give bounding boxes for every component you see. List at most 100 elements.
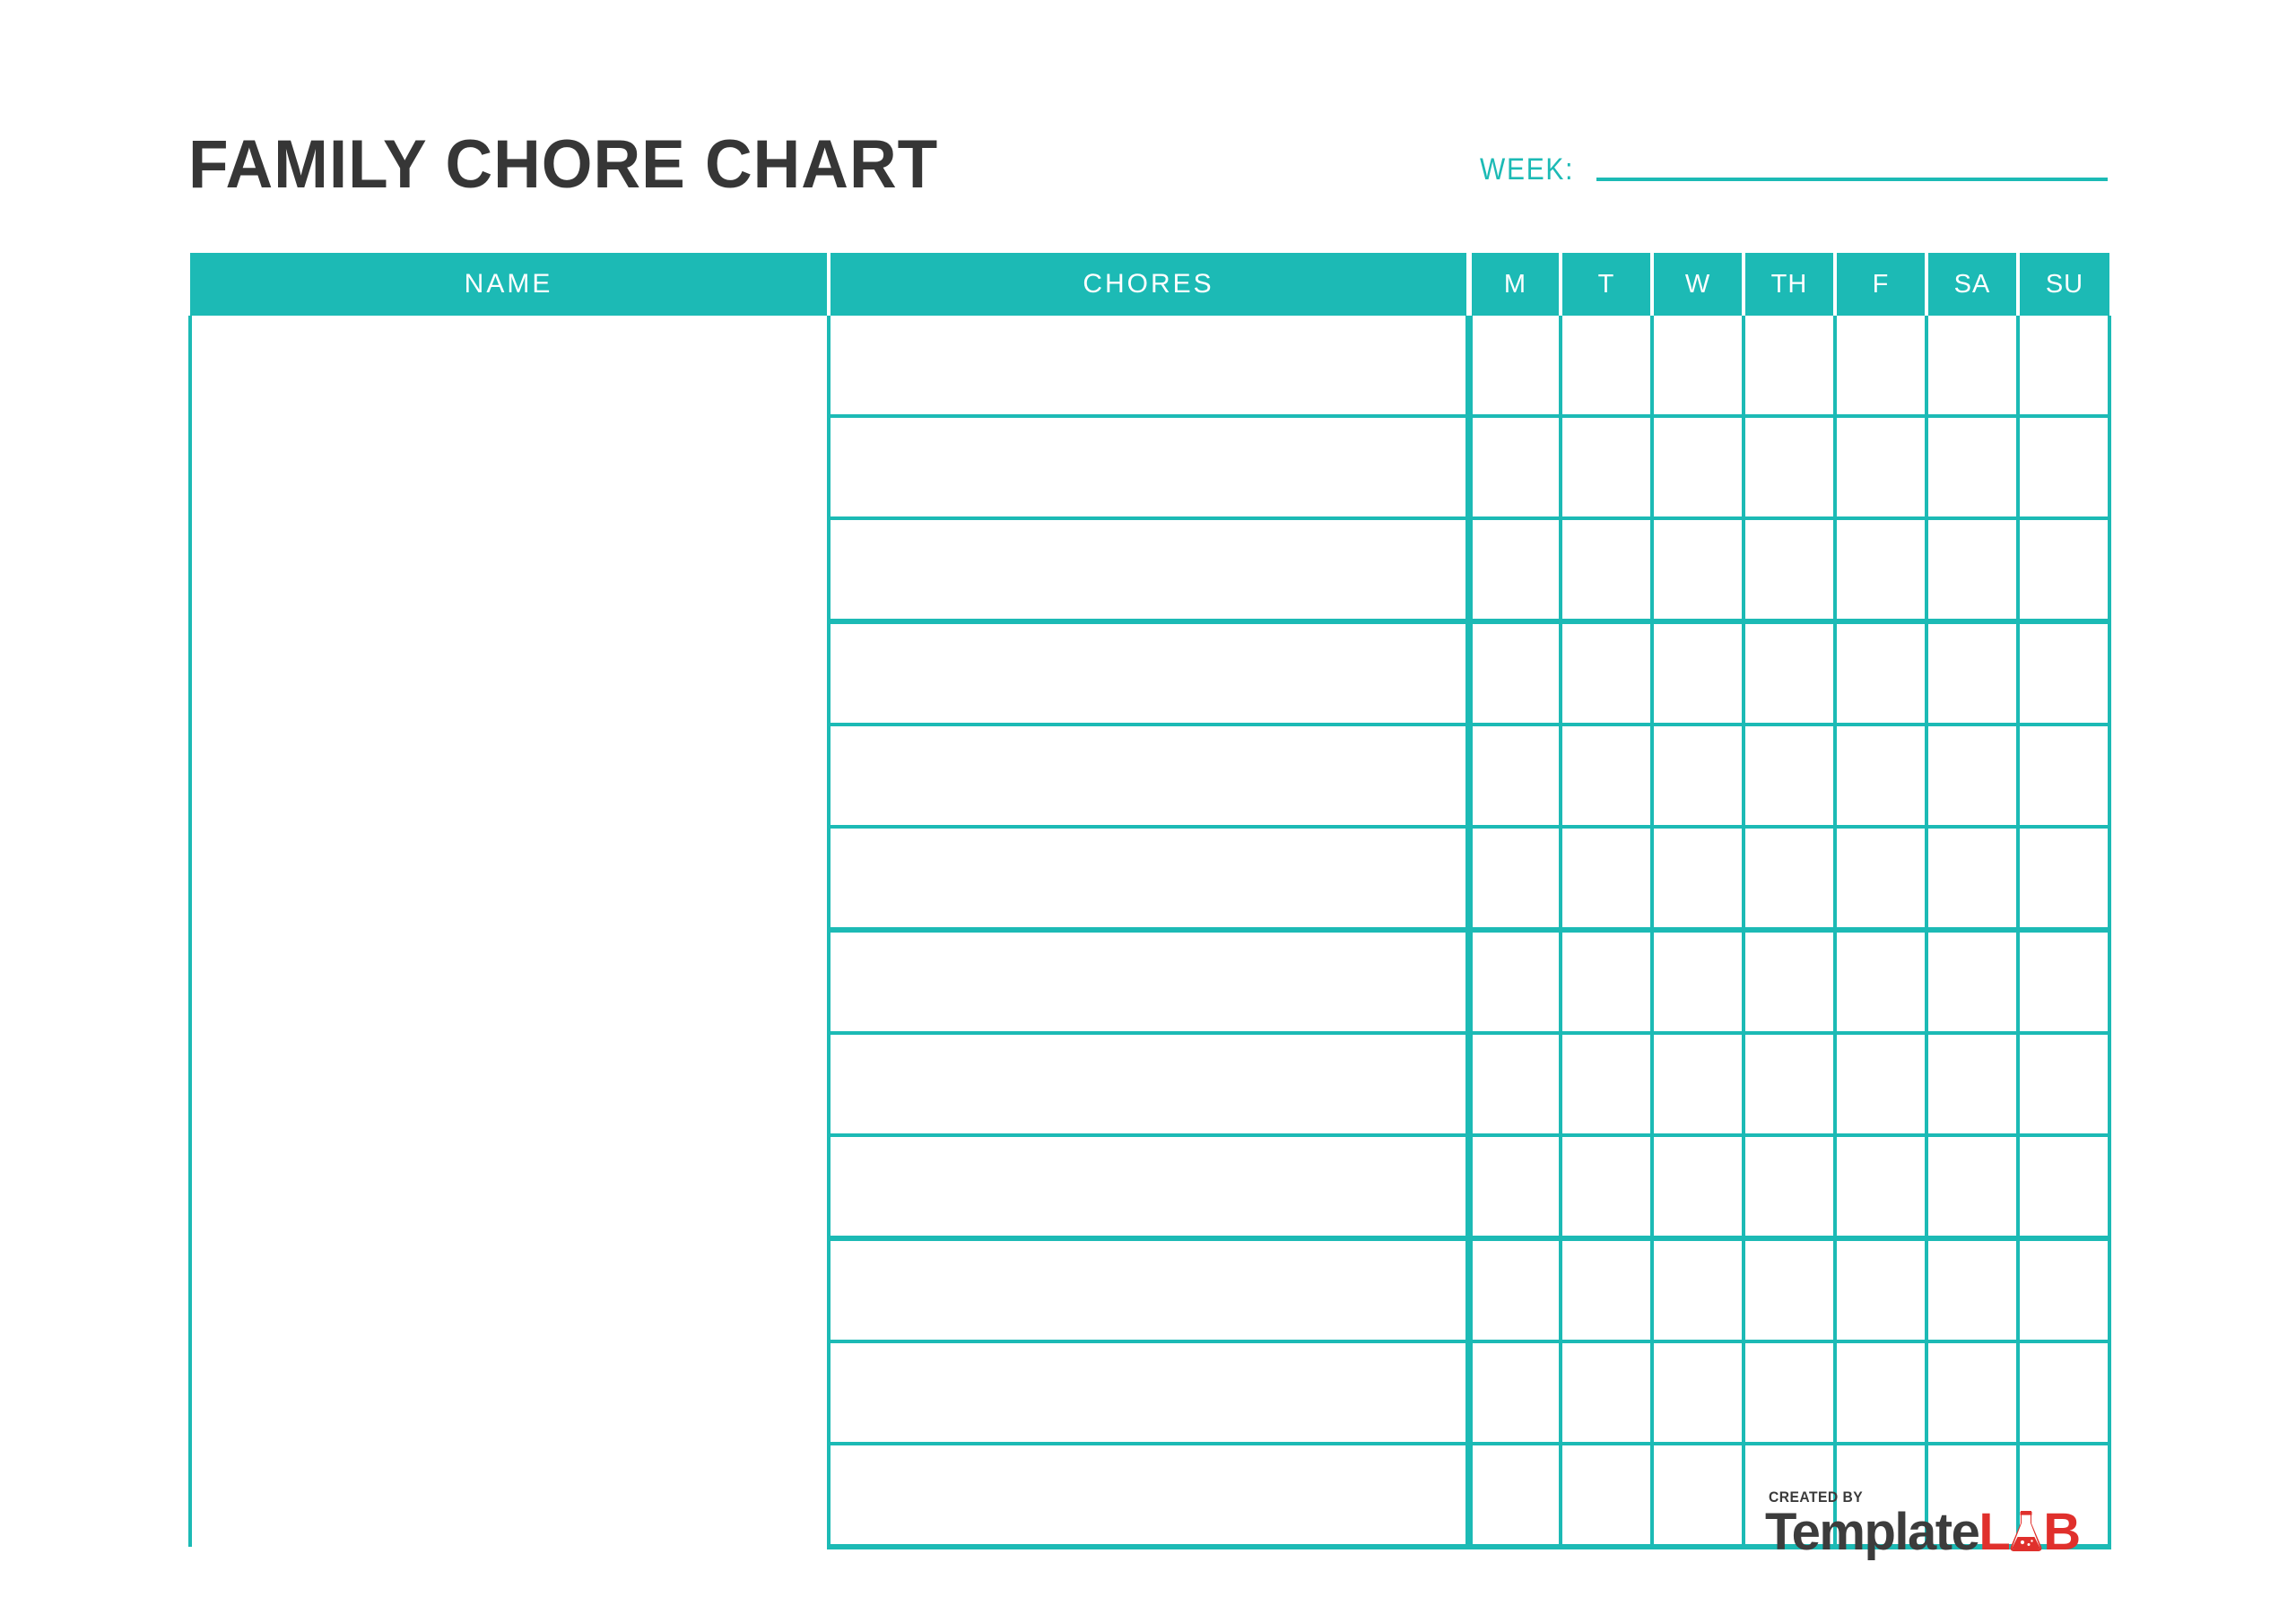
day-check-cell-w[interactable] [1652,1135,1745,1241]
chore-input-cell[interactable] [829,416,1473,520]
day-check-cell-w[interactable] [1652,416,1745,520]
day-check-cell-w[interactable] [1652,518,1745,624]
chore-input-cell[interactable] [829,1033,1473,1137]
day-check-cell-m[interactable] [1469,1444,1562,1549]
day-check-cell-t[interactable] [1561,930,1654,1035]
day-check-cell-su[interactable] [2018,1444,2111,1549]
chore-input-cell[interactable] [829,1341,1473,1445]
day-check-cell-t[interactable] [1561,416,1654,520]
day-check-cell-t[interactable] [1561,316,1654,418]
day-check-cell-m[interactable] [1469,1135,1562,1241]
name-input-cell[interactable] [188,1238,831,1547]
chore-input-cell[interactable] [829,1135,1473,1241]
day-check-cell-f[interactable] [1835,621,1928,726]
day-check-cell-th[interactable] [1744,827,1837,933]
day-check-cell-f[interactable] [1835,416,1928,520]
day-check-cell-th[interactable] [1744,1135,1837,1241]
day-check-cell-m[interactable] [1469,1033,1562,1137]
chore-input-cell[interactable] [829,316,1473,418]
chore-input-cell[interactable] [829,518,1473,624]
chore-input-cell[interactable] [829,1444,1473,1549]
day-check-cell-w[interactable] [1652,1033,1745,1137]
day-check-cell-th[interactable] [1744,416,1837,520]
day-check-cell-w[interactable] [1652,621,1745,726]
day-check-cell-f[interactable] [1835,518,1928,624]
day-check-cell-t[interactable] [1561,1135,1654,1241]
day-check-cell-m[interactable] [1469,827,1562,933]
day-check-cell-m[interactable] [1469,416,1562,520]
week-input-line[interactable] [1596,178,2108,181]
day-check-cell-su[interactable] [2018,416,2111,520]
day-check-cell-su[interactable] [2018,1135,2111,1241]
day-check-cell-m[interactable] [1469,725,1562,829]
day-check-cell-sa[interactable] [1926,518,2020,624]
day-check-cell-th[interactable] [1744,621,1837,726]
day-check-cell-f[interactable] [1835,930,1928,1035]
day-check-cell-su[interactable] [2018,1033,2111,1137]
chore-input-cell[interactable] [829,725,1473,829]
day-check-cell-f[interactable] [1835,1341,1928,1445]
day-check-cell-t[interactable] [1561,1444,1654,1549]
day-check-cell-f[interactable] [1835,1033,1928,1137]
day-check-cell-su[interactable] [2018,1238,2111,1343]
day-check-cell-sa[interactable] [1926,827,2020,933]
day-check-cell-t[interactable] [1561,827,1654,933]
name-input-cell[interactable] [188,930,831,1238]
day-check-cell-w[interactable] [1652,1444,1745,1549]
day-check-cell-th[interactable] [1744,1341,1837,1445]
day-check-cell-m[interactable] [1469,621,1562,726]
day-check-cell-sa[interactable] [1926,316,2020,418]
day-check-cell-t[interactable] [1561,621,1654,726]
day-check-cell-th[interactable] [1744,316,1837,418]
day-check-cell-w[interactable] [1652,827,1745,933]
name-input-cell[interactable] [188,316,831,621]
day-check-cell-w[interactable] [1652,725,1745,829]
day-check-cell-f[interactable] [1835,827,1928,933]
day-check-cell-w[interactable] [1652,930,1745,1035]
day-check-cell-t[interactable] [1561,1033,1654,1137]
chore-input-cell[interactable] [829,1238,1473,1343]
day-check-cell-f[interactable] [1835,1135,1928,1241]
day-check-cell-th[interactable] [1744,1238,1837,1343]
day-check-cell-m[interactable] [1469,930,1562,1035]
day-check-cell-m[interactable] [1469,1341,1562,1445]
day-check-cell-th[interactable] [1744,725,1837,829]
chore-input-cell[interactable] [829,621,1473,726]
day-check-cell-su[interactable] [2018,930,2111,1035]
day-check-cell-su[interactable] [2018,518,2111,624]
day-check-cell-f[interactable] [1835,725,1928,829]
chore-input-cell[interactable] [829,930,1473,1035]
day-check-cell-su[interactable] [2018,725,2111,829]
day-check-cell-f[interactable] [1835,1444,1928,1549]
day-check-cell-t[interactable] [1561,518,1654,624]
day-check-cell-sa[interactable] [1926,1033,2020,1137]
day-check-cell-sa[interactable] [1926,1444,2020,1549]
name-input-cell[interactable] [188,621,831,930]
day-check-cell-su[interactable] [2018,827,2111,933]
day-check-cell-sa[interactable] [1926,725,2020,829]
day-check-cell-w[interactable] [1652,316,1745,418]
day-check-cell-sa[interactable] [1926,1135,2020,1241]
day-check-cell-sa[interactable] [1926,416,2020,520]
chore-input-cell[interactable] [829,827,1473,933]
day-check-cell-su[interactable] [2018,1341,2111,1445]
day-check-cell-t[interactable] [1561,1341,1654,1445]
day-check-cell-sa[interactable] [1926,930,2020,1035]
day-check-cell-th[interactable] [1744,1444,1837,1549]
day-check-cell-sa[interactable] [1926,1341,2020,1445]
day-check-cell-w[interactable] [1652,1341,1745,1445]
day-check-cell-sa[interactable] [1926,1238,2020,1343]
day-check-cell-m[interactable] [1469,316,1562,418]
day-check-cell-su[interactable] [2018,621,2111,726]
day-check-cell-sa[interactable] [1926,621,2020,726]
day-check-cell-t[interactable] [1561,725,1654,829]
day-check-cell-f[interactable] [1835,1238,1928,1343]
day-check-cell-w[interactable] [1652,1238,1745,1343]
day-check-cell-th[interactable] [1744,930,1837,1035]
day-check-cell-th[interactable] [1744,518,1837,624]
day-check-cell-f[interactable] [1835,316,1928,418]
day-check-cell-t[interactable] [1561,1238,1654,1343]
day-check-cell-m[interactable] [1469,518,1562,624]
day-check-cell-th[interactable] [1744,1033,1837,1137]
day-check-cell-su[interactable] [2018,316,2111,418]
